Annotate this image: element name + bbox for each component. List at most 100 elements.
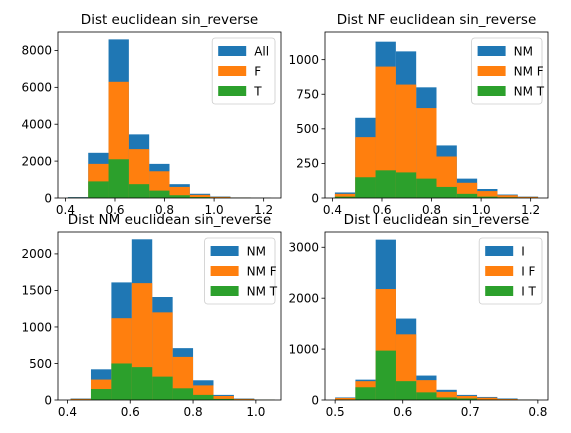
- x-tick-label: 0.4: [58, 405, 77, 419]
- bar-nm-f-7: [477, 191, 498, 198]
- x-tick-label: 0.8: [422, 203, 441, 217]
- bar-nm-t-5: [436, 186, 457, 198]
- legend-label: NM T: [247, 285, 278, 299]
- bar-t-1: [88, 181, 109, 198]
- legend-swatch: [210, 246, 239, 256]
- bar-t-4: [149, 190, 170, 198]
- bar-nm-f-3: [395, 84, 417, 198]
- legend: I I F I T: [478, 237, 543, 305]
- axes-frame: [57, 231, 282, 401]
- y-tick-label: 3000: [288, 241, 319, 255]
- bar-nm-f-2: [375, 66, 396, 198]
- bar-i-f-7: [477, 397, 498, 400]
- y-tick-label: 500: [296, 122, 319, 136]
- y-tick-label: 8000: [21, 44, 52, 58]
- bar-i-t-5: [436, 397, 457, 400]
- x-tick-label: 1.2: [254, 203, 273, 217]
- bar-nm-t-5: [172, 388, 194, 400]
- y-tick-label: 4000: [21, 118, 52, 132]
- bar-nm-f-8: [233, 398, 255, 400]
- bar-i-t-3: [395, 381, 417, 400]
- bar-nm-t-1: [355, 177, 376, 198]
- subplot-3: 0.4 0.6 0.8 1.0 0 500 1000 1500 2000 Dist NM eucl…: [21, 212, 282, 419]
- bar-nm-t-7: [213, 398, 234, 400]
- y-tick-label: 500: [29, 357, 52, 371]
- bar-nm-t-7: [477, 196, 498, 198]
- legend-label: NM F: [514, 65, 544, 79]
- legend-label: All: [254, 45, 269, 59]
- y-tick-label: 0: [44, 191, 52, 205]
- bar-nm-t-3: [131, 367, 153, 400]
- bar-i-f-0: [335, 397, 356, 400]
- x-tick-label: 0.6: [372, 203, 391, 217]
- subplot-2: 0.4 0.6 0.8 1.0 1.2 0 250 500 750 1000 Dist NF euc…: [288, 12, 549, 217]
- subplot-title: Dist NM euclidean sin_reverse: [68, 212, 271, 228]
- bar-i-f-8: [497, 398, 518, 400]
- subplot-title: Dist euclidean sin_reverse: [81, 12, 258, 28]
- bar-t-2: [108, 159, 129, 198]
- x-tick-label: 1.0: [472, 203, 491, 217]
- y-tick-label: 1000: [288, 342, 319, 356]
- axes-frame: [57, 31, 282, 199]
- y-tick-label: 1000: [288, 53, 319, 67]
- x-tick-label: 0.5: [326, 405, 345, 419]
- bar-nm-t-6: [456, 193, 478, 198]
- axes-frame: [324, 31, 549, 199]
- bar-nm-t-2: [111, 363, 132, 400]
- bar-nm-f-8: [497, 195, 518, 198]
- bar-nm-f-0: [334, 193, 356, 198]
- legend: All FT: [211, 37, 276, 105]
- bar-t-5: [169, 195, 190, 198]
- legend-label: F: [254, 65, 261, 79]
- bar-nm-t-4: [152, 376, 173, 400]
- bar-f-5: [169, 186, 190, 198]
- y-tick-label: 1500: [21, 284, 52, 298]
- y-tick-label: 250: [296, 157, 319, 171]
- bar-i-t-4: [416, 392, 437, 400]
- bar-i-t-6: [456, 398, 478, 400]
- bar-f-7: [210, 196, 231, 198]
- y-tick-label: 0: [311, 191, 319, 205]
- legend-swatch: [218, 86, 247, 96]
- bar-i-f-6: [456, 395, 478, 400]
- subplot-title: Dist I euclidean sin_reverse: [344, 212, 530, 228]
- legend-swatch: [485, 266, 514, 276]
- legend-swatch: [477, 66, 506, 76]
- y-tick-label: 2000: [21, 247, 52, 261]
- bar-nm-t-1: [90, 389, 112, 400]
- legend-label: NM: [247, 245, 266, 259]
- bar-nm-f-4: [416, 108, 437, 198]
- y-tick-label: 2000: [21, 154, 52, 168]
- legend-label: NM F: [247, 265, 277, 279]
- subplot-1: 0.4 0.6 0.8 1.0 1.2 0 2000 4000 6000 8000 Dist euc…: [21, 12, 282, 217]
- x-tick-label: 1.0: [205, 203, 224, 217]
- subplot-title: Dist NF euclidean sin_reverse: [337, 12, 537, 28]
- bar-nm-t-4: [416, 178, 437, 198]
- x-tick-label: 0.8: [155, 203, 174, 217]
- y-tick-label: 0: [44, 393, 52, 407]
- y-tick-label: 6000: [21, 81, 52, 95]
- bar-nm-t-0: [334, 196, 356, 198]
- legend-swatch: [477, 86, 506, 96]
- legend: NM NM F NM T: [471, 37, 545, 105]
- bar-nm-f-0: [70, 398, 91, 400]
- bar-t-3: [128, 184, 150, 198]
- x-tick-label: 0.4: [323, 203, 342, 217]
- legend-swatch: [210, 286, 239, 296]
- x-tick-label: 0.4: [56, 203, 75, 217]
- y-tick-label: 0: [311, 393, 319, 407]
- bar-nm-f-7: [213, 395, 234, 400]
- legend-swatch: [485, 286, 514, 296]
- legend-swatch: [485, 246, 514, 256]
- x-tick-label: 1.2: [521, 203, 540, 217]
- bar-i-t-1: [355, 387, 376, 400]
- legend-label: I T: [521, 285, 536, 299]
- x-tick-label: 0.8: [528, 405, 547, 419]
- legend: NM NM F NM T: [204, 237, 278, 305]
- subplot-4: 0.5 0.6 0.7 0.8 0 1000 2000 3000 Dist I euclidea…: [288, 212, 549, 419]
- y-tick-label: 2000: [288, 291, 319, 305]
- legend-swatch: [218, 46, 247, 56]
- bar-nm-f-9: [517, 196, 539, 198]
- bar-nm-t-6: [193, 394, 214, 400]
